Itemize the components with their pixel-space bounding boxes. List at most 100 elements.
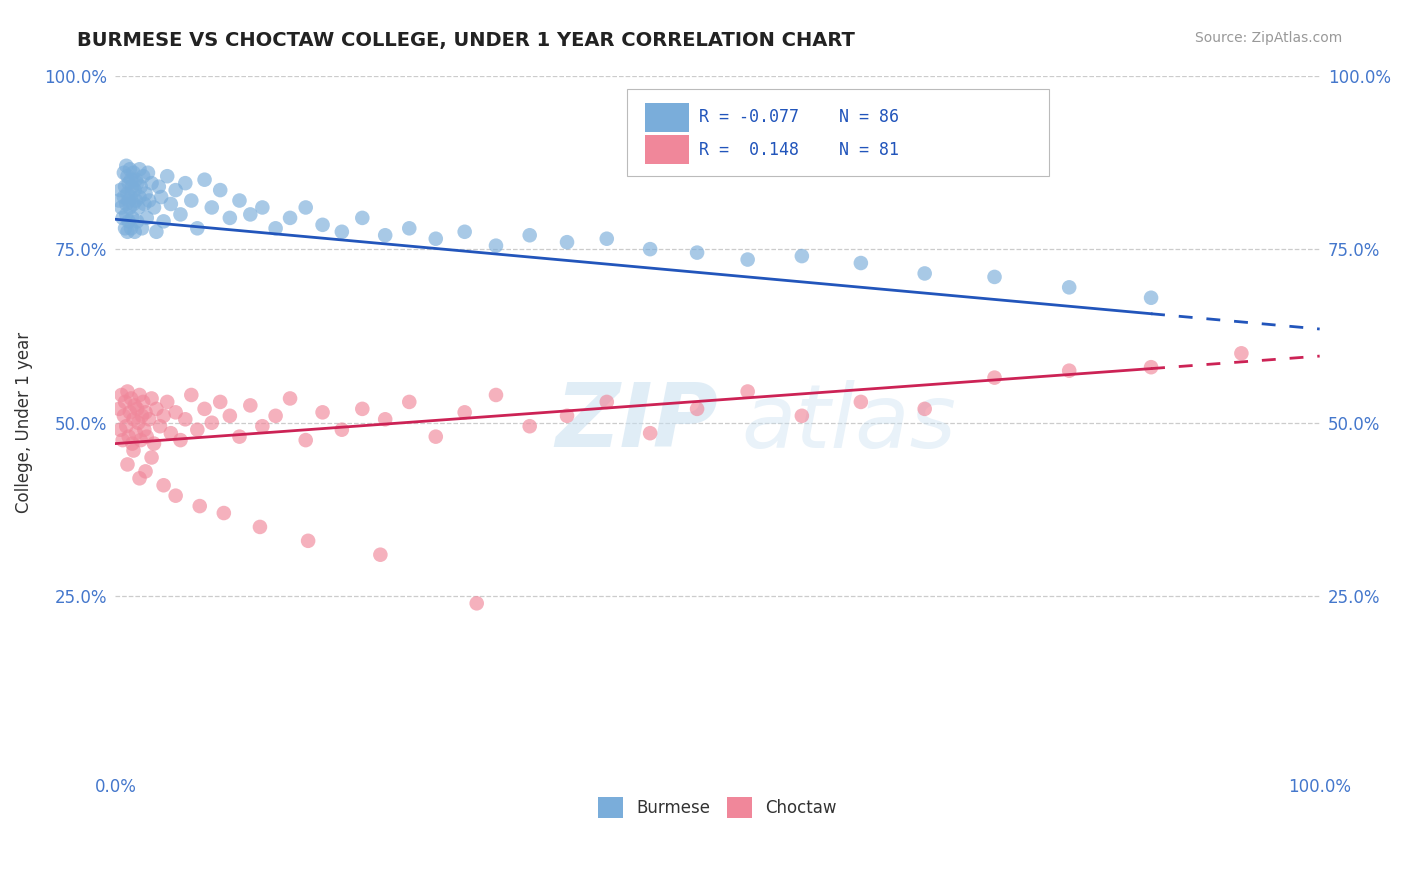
Point	[135, 186, 157, 201]
Point	[114, 395, 136, 409]
Point	[118, 201, 141, 215]
Point	[228, 194, 250, 208]
Point	[118, 194, 141, 208]
Point	[330, 225, 353, 239]
Point	[122, 166, 145, 180]
Point	[128, 388, 150, 402]
Point	[156, 169, 179, 184]
Point	[983, 370, 1005, 384]
Point	[790, 249, 813, 263]
Point	[128, 190, 150, 204]
Point	[115, 419, 138, 434]
Point	[108, 194, 131, 208]
Point	[352, 401, 374, 416]
Point	[125, 194, 148, 208]
Point	[115, 207, 138, 221]
Point	[790, 409, 813, 423]
Point	[165, 489, 187, 503]
Point	[311, 218, 333, 232]
Point	[186, 221, 208, 235]
Point	[201, 201, 224, 215]
Point	[127, 416, 149, 430]
Point	[1057, 280, 1080, 294]
Point	[124, 398, 146, 412]
Point	[120, 221, 142, 235]
Point	[297, 533, 319, 548]
Point	[596, 232, 619, 246]
Point	[117, 186, 139, 201]
Point	[112, 409, 135, 423]
Y-axis label: College, Under 1 year: College, Under 1 year	[15, 332, 32, 513]
Point	[453, 225, 475, 239]
Point	[117, 225, 139, 239]
Point	[120, 392, 142, 406]
Point	[127, 214, 149, 228]
Point	[118, 176, 141, 190]
Point	[330, 423, 353, 437]
Point	[239, 398, 262, 412]
Point	[111, 433, 134, 447]
Point	[465, 596, 488, 610]
Point	[143, 201, 166, 215]
Point	[737, 252, 759, 267]
Point	[135, 211, 157, 225]
Point	[156, 395, 179, 409]
Point	[115, 197, 138, 211]
Point	[129, 433, 152, 447]
Point	[453, 405, 475, 419]
Point	[136, 166, 159, 180]
Point	[143, 436, 166, 450]
Point	[121, 211, 143, 225]
Point	[152, 409, 174, 423]
Point	[352, 211, 374, 225]
Point	[239, 207, 262, 221]
Point	[374, 228, 396, 243]
Point	[108, 401, 131, 416]
Point	[519, 228, 541, 243]
Point	[135, 405, 157, 419]
Point	[186, 423, 208, 437]
Point	[145, 401, 167, 416]
Point	[125, 426, 148, 441]
Point	[152, 478, 174, 492]
Point	[110, 423, 132, 437]
Point	[914, 401, 936, 416]
Point	[117, 384, 139, 399]
Point	[983, 269, 1005, 284]
Point	[686, 245, 709, 260]
Point	[252, 419, 274, 434]
Point	[127, 176, 149, 190]
Point	[165, 183, 187, 197]
Text: Source: ZipAtlas.com: Source: ZipAtlas.com	[1195, 31, 1343, 45]
Point	[914, 267, 936, 281]
Point	[122, 412, 145, 426]
Point	[193, 401, 215, 416]
Point	[118, 430, 141, 444]
Point	[201, 416, 224, 430]
Point	[174, 176, 197, 190]
Point	[132, 395, 155, 409]
Point	[141, 392, 163, 406]
Point	[150, 190, 173, 204]
Point	[188, 499, 211, 513]
Point	[638, 426, 661, 441]
Point	[127, 401, 149, 416]
Point	[370, 548, 392, 562]
Point	[112, 166, 135, 180]
Text: R =  0.148    N = 81: R = 0.148 N = 81	[700, 141, 900, 159]
Point	[294, 433, 316, 447]
Point	[160, 426, 183, 441]
Point	[135, 464, 157, 478]
Text: R = -0.077    N = 86: R = -0.077 N = 86	[700, 108, 900, 126]
Point	[111, 211, 134, 225]
Point	[149, 419, 172, 434]
Point	[212, 506, 235, 520]
Point	[121, 179, 143, 194]
Point	[117, 458, 139, 472]
Point	[120, 190, 142, 204]
Point	[148, 179, 170, 194]
Point	[209, 395, 232, 409]
Point	[174, 412, 197, 426]
Point	[138, 194, 160, 208]
Point	[118, 162, 141, 177]
